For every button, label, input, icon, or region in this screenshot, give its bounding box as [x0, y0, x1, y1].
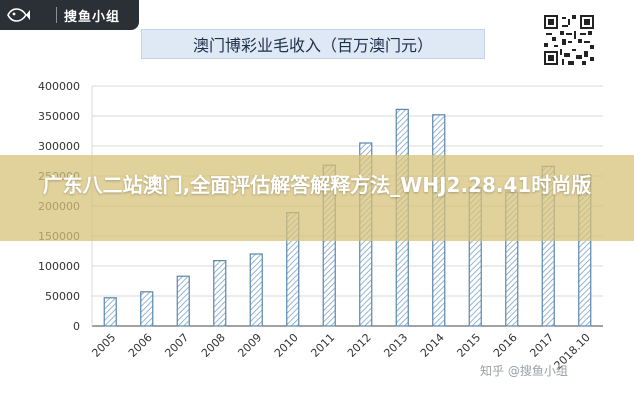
x-tick-label: 2016	[491, 331, 520, 360]
fish-logo-icon	[7, 8, 30, 22]
bar-2009	[249, 253, 263, 327]
qr-code-icon	[544, 15, 594, 65]
y-tick-label: 300000	[38, 140, 80, 153]
x-tick-label: 2013	[381, 331, 410, 360]
bar-2006	[140, 291, 154, 327]
bar-2007	[176, 275, 190, 327]
brand-name: 搜鱼小组	[64, 10, 121, 25]
logo-separator	[56, 7, 57, 23]
x-tick-label: 2009	[235, 331, 264, 360]
x-tick-label: 2014	[418, 331, 447, 360]
x-tick-label: 2011	[308, 331, 337, 360]
bar-2008	[213, 260, 227, 327]
y-tick-label: 100000	[38, 260, 80, 273]
x-tick-label: 2006	[126, 331, 155, 360]
chart-title-box: 澳门博彩业毛收入（百万澳门元）	[141, 29, 485, 59]
headline-banner: 广东八二站澳门,全面评估解答解释方法_WHJ2.28.41时尚版	[0, 155, 634, 241]
x-tick-label: 2015	[454, 331, 483, 360]
x-tick-label: 2005	[89, 331, 118, 360]
y-tick-label: 400000	[38, 80, 80, 93]
chart-title: 澳门博彩业毛收入（百万澳门元）	[192, 36, 433, 55]
x-tick-label: 2008	[199, 331, 228, 360]
x-tick-label: 2007	[162, 331, 191, 360]
watermark-text: 知乎 @搜鱼小组	[480, 364, 568, 378]
headline-text: 广东八二站澳门,全面评估解答解释方法_WHJ2.28.41时尚版	[42, 173, 592, 197]
y-tick-label: 50000	[45, 290, 80, 303]
brand-logo: 搜鱼小组	[0, 0, 139, 30]
x-tick-label: 2017	[527, 331, 556, 360]
x-tick-label: 2010	[272, 331, 301, 360]
bar-2005	[103, 297, 117, 327]
y-tick-label: 350000	[38, 110, 80, 123]
x-tick-label: 2012	[345, 331, 374, 360]
y-tick-label: 0	[73, 320, 80, 333]
